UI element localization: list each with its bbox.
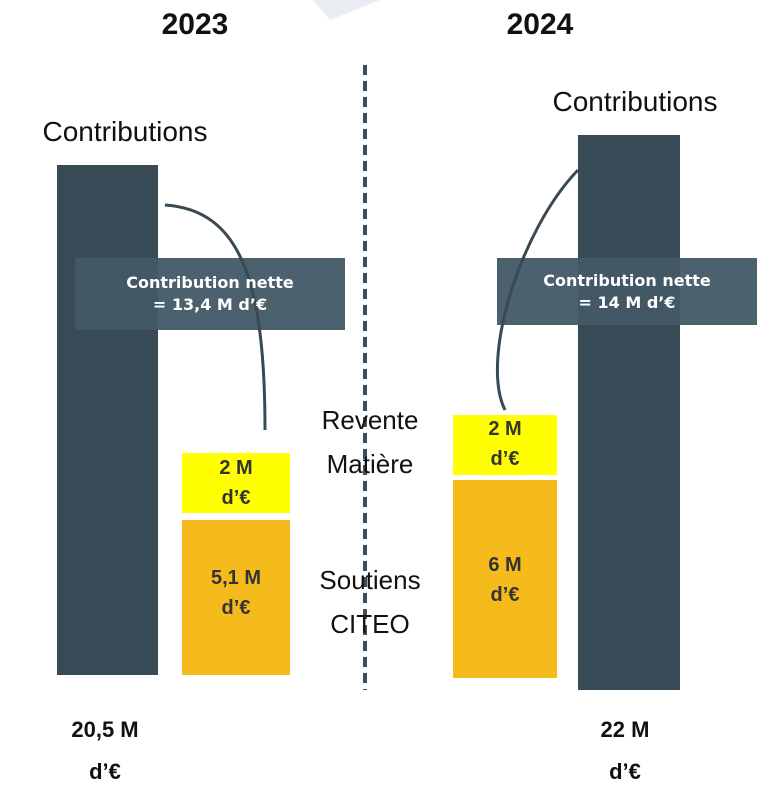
text-line: d’€ (490, 584, 520, 606)
decor-swoosh (0, 0, 380, 20)
contributions-label: Contributions (42, 116, 208, 147)
text-line: d’€ (89, 759, 121, 784)
net-box-text: Contribution nette = 14 M d’€ (497, 270, 757, 314)
total-value: 22 M d’€ (565, 709, 685, 793)
text-line: Contribution nette (126, 273, 294, 292)
contributions-label: Contributions (552, 86, 718, 117)
resale-bar-2024 (453, 415, 557, 475)
resale-value: 2 M d’€ (182, 453, 290, 513)
text-line: d’€ (221, 597, 251, 619)
text-line: d’€ (490, 448, 520, 470)
connector-2023 (164, 203, 267, 431)
text-line: CITEO (330, 609, 410, 639)
text-line: = 13,4 M d’€ (152, 295, 268, 314)
text-line: 22 M (600, 717, 650, 742)
year: 2024 (506, 8, 574, 41)
text-line: d’€ (609, 759, 641, 784)
resale-bar-2023 (182, 453, 290, 513)
support-bar-2024 (453, 480, 557, 678)
text-line: Matière (326, 449, 414, 479)
support-label: Soutiens CITEO (290, 558, 450, 646)
text-line: 2 M (219, 457, 253, 479)
contribution-bar-2023 (57, 165, 158, 675)
text-line: d’€ (221, 487, 251, 509)
net-box-text: Contribution nette = 13,4 M d’€ (75, 272, 345, 316)
support-value: 6 M d’€ (453, 550, 557, 610)
text-line: = 14 M d’€ (578, 293, 676, 312)
total-value: 20,5 M d’€ (45, 709, 165, 793)
year: 2023 (161, 8, 229, 41)
text-line: 5,1 M (210, 567, 262, 589)
support-value: 5,1 M d’€ (182, 563, 290, 623)
connector-2024 (496, 168, 580, 411)
contribution-bar-2024 (578, 135, 680, 690)
text-line: Revente (321, 405, 419, 435)
net-box-2023 (75, 258, 345, 330)
text-line: 2 M (488, 418, 522, 440)
text-line: Soutiens (319, 565, 421, 595)
text-line: Contribution nette (543, 271, 711, 290)
text-line: 20,5 M (71, 717, 139, 742)
resale-value: 2 M d’€ (453, 414, 557, 474)
net-box-2024 (497, 258, 757, 325)
support-bar-2023 (182, 520, 290, 675)
resale-label: Revente Matière (290, 398, 450, 486)
text-line: 6 M (488, 554, 522, 576)
